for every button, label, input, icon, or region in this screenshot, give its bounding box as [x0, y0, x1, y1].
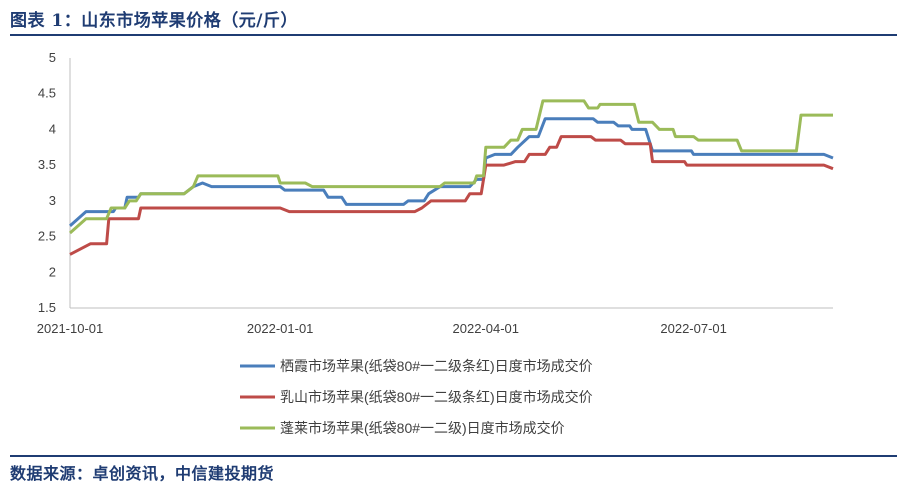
y-tick-label: 4.5 [38, 86, 56, 101]
legend-label-1: 栖霞市场苹果(纸袋80#一二级条红)日度市场成交价 [280, 358, 593, 374]
y-tick-label: 2 [49, 264, 56, 279]
series-line-3 [69, 99, 833, 235]
data-source: 数据来源：卓创资讯，中信建投期货 [10, 464, 275, 483]
chart-legend: 栖霞市场苹果(纸袋80#一二级条红)日度市场成交价乳山市场苹果(纸袋80#一二级… [240, 358, 593, 436]
y-tick-label: 3 [49, 193, 56, 208]
title-divider [10, 34, 897, 36]
x-tick-label: 2022-04-01 [453, 321, 520, 336]
x-tick-label: 2022-07-01 [660, 321, 727, 336]
y-tick-label: 4 [49, 121, 56, 136]
page-title: 图表 1：山东市场苹果价格（元/斤） [10, 11, 298, 31]
x-tick-label: 2021-10-01 [37, 321, 104, 336]
y-tick-label: 3.5 [38, 157, 56, 172]
legend-label-3: 蓬莱市场苹果(纸袋80#一二级)日度市场成交价 [280, 420, 565, 436]
y-tick-labels: 1.5 2 2.5 3 3.5 4 4.5 5 [38, 50, 56, 315]
y-tick-label: 1.5 [38, 300, 56, 315]
legend-label-2: 乳山市场苹果(纸袋80#一二级条红)日度市场成交价 [280, 389, 593, 405]
x-tick-labels: 2021-10-01 2022-01-01 2022-04-01 2022-07-01 [37, 321, 727, 336]
y-tick-label: 2.5 [38, 229, 56, 244]
footer-divider [10, 455, 897, 457]
series-lines [69, 99, 834, 256]
series-line-2 [69, 135, 834, 256]
y-tick-label: 5 [49, 50, 56, 65]
price-line-chart: 1.522.533.544.55 2021-10-01 2022-01-01 202… [37, 50, 834, 336]
series-line-1 [69, 117, 834, 228]
x-tick-label: 2022-01-01 [247, 321, 314, 336]
